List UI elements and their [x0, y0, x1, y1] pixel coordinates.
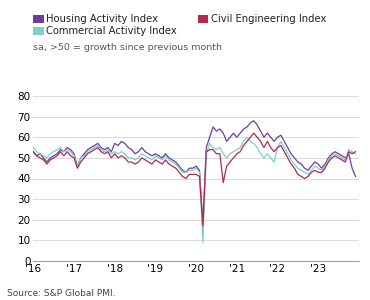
- Text: Housing Activity Index: Housing Activity Index: [46, 14, 158, 24]
- Text: sa, >50 = growth since previous month: sa, >50 = growth since previous month: [33, 44, 222, 52]
- Text: Commercial Activity Index: Commercial Activity Index: [46, 26, 177, 36]
- Text: Source: S&P Global PMI.: Source: S&P Global PMI.: [7, 290, 116, 298]
- Text: Civil Engineering Index: Civil Engineering Index: [211, 14, 326, 24]
